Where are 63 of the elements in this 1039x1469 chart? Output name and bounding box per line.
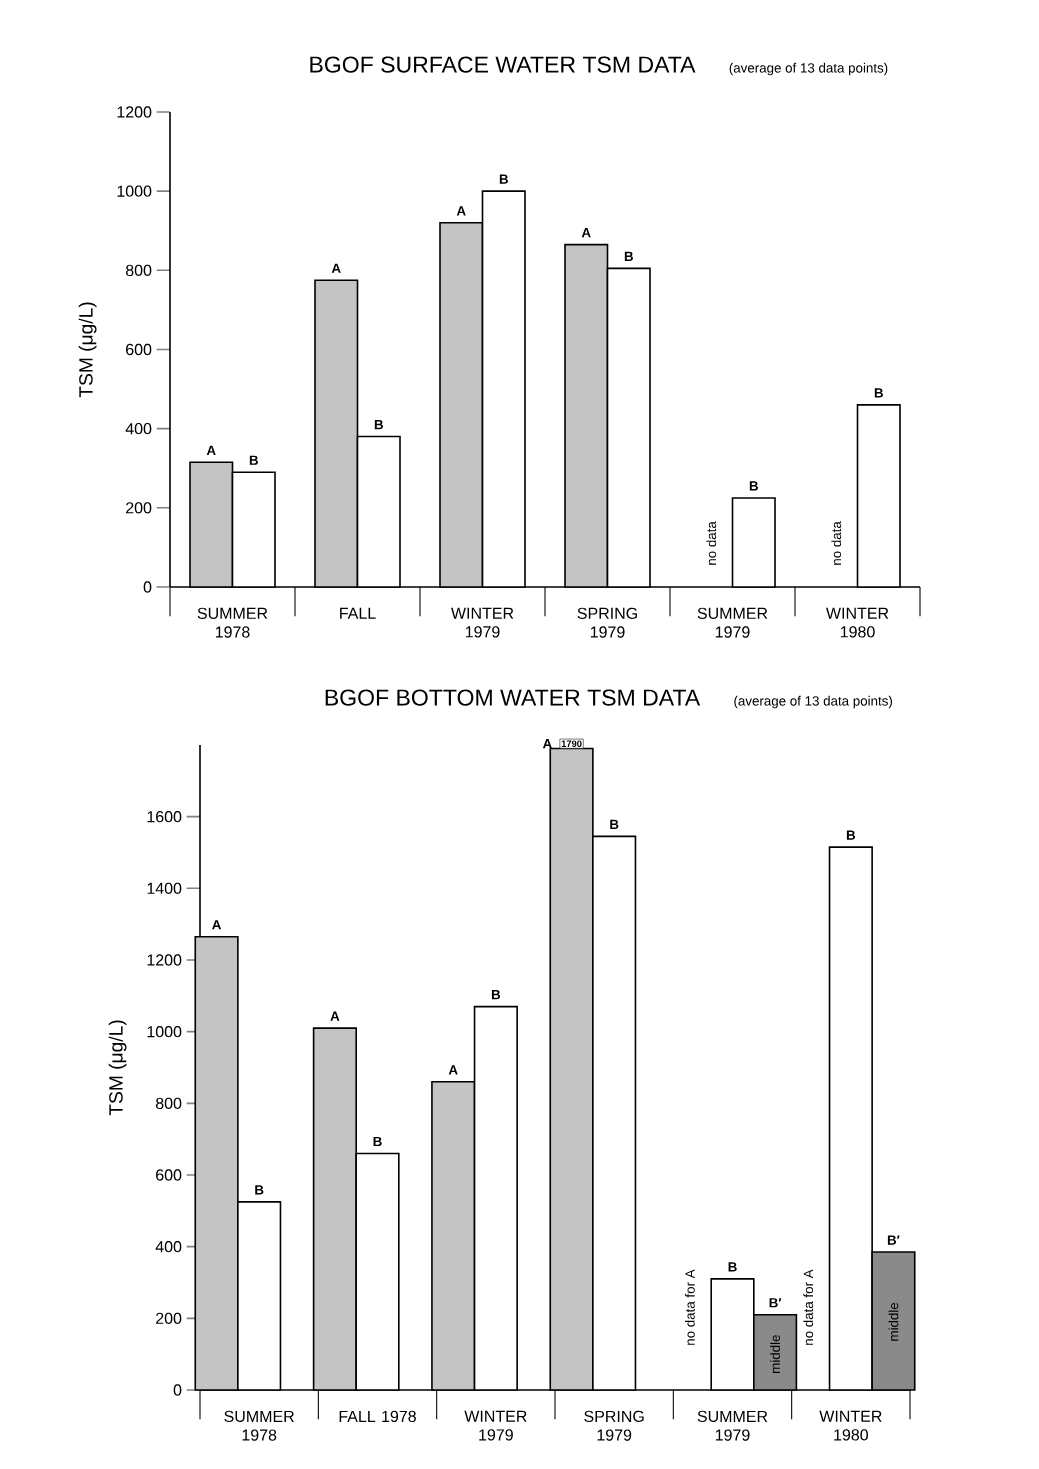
legend-label: A bbox=[542, 739, 552, 749]
text: A bbox=[330, 1011, 340, 1021]
y-tick-label: 400 bbox=[125, 422, 152, 435]
y-axis-title: TSM (μg/L) bbox=[108, 1020, 127, 1116]
text: B bbox=[610, 819, 619, 829]
text: A bbox=[212, 920, 222, 930]
text: B bbox=[374, 420, 383, 430]
y-tick-label: 0 bbox=[173, 1384, 182, 1396]
text: B bbox=[499, 174, 508, 184]
y-tick-label: 600 bbox=[156, 1169, 182, 1181]
y-tick-label: 1200 bbox=[117, 106, 152, 118]
text: B bbox=[874, 388, 883, 398]
y-tick-label: 0 bbox=[143, 581, 152, 593]
text: B bbox=[624, 251, 633, 261]
x-tick-label: SUMMER 1979 bbox=[697, 607, 768, 638]
text: A bbox=[206, 445, 216, 455]
annotation: no data bbox=[706, 521, 717, 565]
y-tick-label: 800 bbox=[155, 1097, 182, 1109]
text: B′ bbox=[769, 1298, 782, 1308]
x-tick-label: SPRING 1979 bbox=[577, 607, 637, 638]
series-label: A bbox=[331, 263, 341, 273]
annotation: middle bbox=[770, 1335, 780, 1373]
x-tick-label: SUMMER 1978 bbox=[197, 607, 268, 638]
y-tick-label: 200 bbox=[126, 502, 152, 514]
x-tick-label: WINTER 1979 bbox=[464, 1410, 527, 1441]
text: B bbox=[846, 830, 856, 840]
y-tick-label: 1200 bbox=[147, 954, 182, 966]
y-tick-label: 1400 bbox=[147, 882, 182, 894]
chart-title: BGOF SURFACE WATER TSM DATA bbox=[310, 56, 696, 73]
text: B bbox=[749, 481, 758, 491]
x-tick-label: SPRING 1979 bbox=[584, 1410, 644, 1441]
text: B bbox=[728, 1262, 737, 1272]
text: B bbox=[491, 990, 501, 1000]
y-tick-label: 600 bbox=[126, 343, 152, 356]
y-tick-label: 1000 bbox=[117, 185, 152, 197]
x-tick-label: WINTER 1979 bbox=[451, 607, 514, 638]
text: B bbox=[255, 1185, 264, 1195]
x-tick-label: FALL 1978 bbox=[339, 1410, 416, 1423]
annotation: no data for A bbox=[803, 1269, 814, 1345]
x-tick-label: WINTER 1980 bbox=[826, 607, 889, 638]
y-tick-label: 400 bbox=[155, 1241, 182, 1253]
annotation: no data bbox=[831, 521, 842, 565]
text: A bbox=[456, 206, 466, 216]
annotation: no data for A bbox=[685, 1269, 695, 1345]
chart-title: BGOF BOTTOM WATER TSM DATA bbox=[325, 689, 701, 706]
text: A bbox=[581, 228, 591, 238]
y-tick-label: 200 bbox=[156, 1312, 182, 1324]
x-tick-label: FALL bbox=[340, 607, 376, 619]
y-tick-label: 1600 bbox=[147, 811, 182, 823]
data-label: 1790 bbox=[561, 740, 582, 747]
text: A bbox=[448, 1065, 458, 1075]
y-tick-label: 1000 bbox=[147, 1026, 182, 1038]
y-axis-title: TSM (μg/L) bbox=[78, 302, 97, 398]
series-label: B bbox=[373, 1136, 382, 1147]
annotation: middle bbox=[888, 1302, 899, 1341]
x-tick-label: SUMMER 1978 bbox=[224, 1410, 294, 1441]
series-label: B′ bbox=[887, 1235, 900, 1245]
chart-subtitle: (average of 13 data points) bbox=[729, 62, 888, 76]
x-tick-label: SUMMER 1979 bbox=[697, 1410, 768, 1441]
chart-subtitle: (average of 13 data points) bbox=[734, 695, 892, 709]
x-tick-label: WINTER 1980 bbox=[819, 1410, 882, 1441]
series-label: B bbox=[249, 455, 258, 465]
y-tick-label: 800 bbox=[125, 264, 152, 276]
